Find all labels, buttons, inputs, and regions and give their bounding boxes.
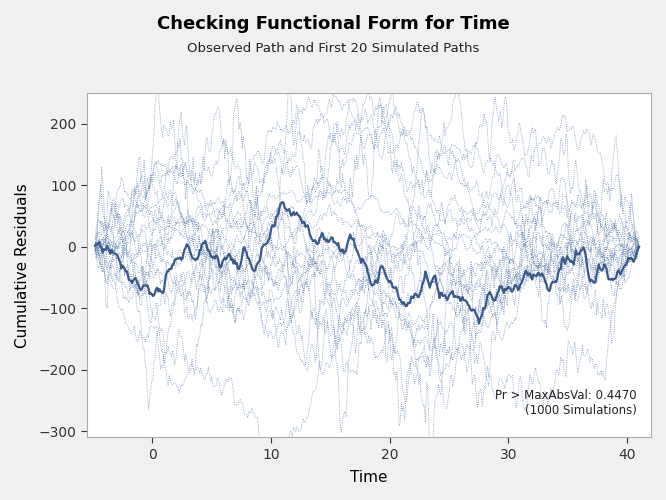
Text: Observed Path and First 20 Simulated Paths: Observed Path and First 20 Simulated Pat… — [186, 42, 480, 56]
X-axis label: Time: Time — [350, 470, 388, 485]
Text: Pr > MaxAbsVal: 0.4470
(1000 Simulations): Pr > MaxAbsVal: 0.4470 (1000 Simulations… — [496, 388, 637, 416]
Text: Checking Functional Form for Time: Checking Functional Form for Time — [157, 15, 509, 33]
Y-axis label: Cumulative Residuals: Cumulative Residuals — [15, 182, 30, 348]
